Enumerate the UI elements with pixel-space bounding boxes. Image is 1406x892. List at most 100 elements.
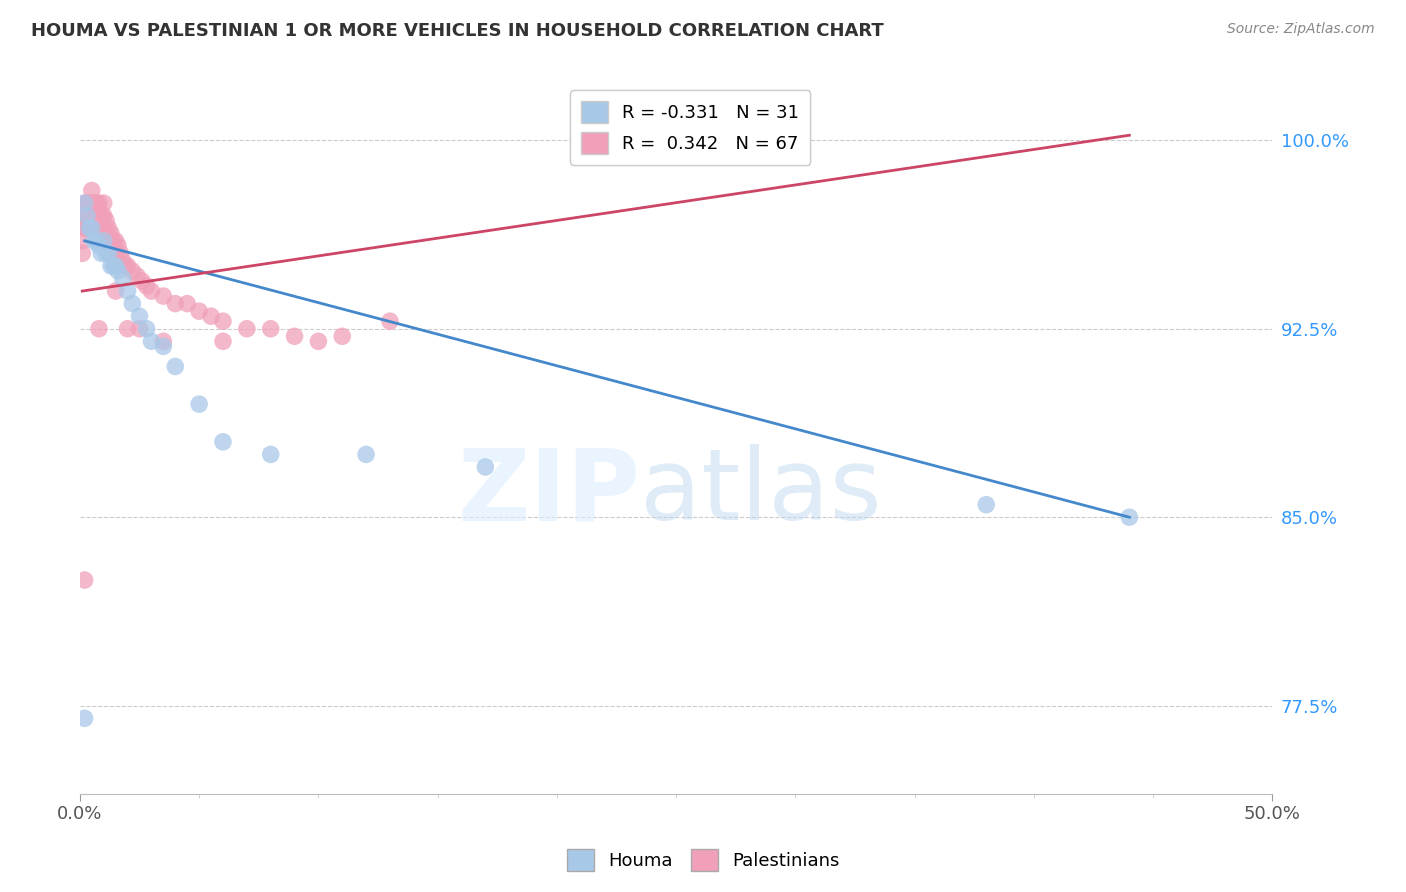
- Point: [87, 196, 110, 211]
- Point: [107, 264, 129, 278]
- Point: [94, 226, 117, 240]
- Point: [73, 573, 96, 587]
- Point: [93, 209, 115, 223]
- Point: [307, 334, 329, 349]
- Point: [86, 196, 108, 211]
- Point: [94, 213, 117, 227]
- Point: [79, 209, 101, 223]
- Point: [474, 460, 496, 475]
- Point: [141, 284, 163, 298]
- Point: [79, 196, 101, 211]
- Point: [79, 221, 101, 235]
- Point: [135, 279, 157, 293]
- Point: [72, 234, 94, 248]
- Point: [135, 322, 157, 336]
- Point: [212, 334, 235, 349]
- Point: [188, 304, 211, 318]
- Point: [90, 221, 112, 235]
- Point: [87, 239, 110, 253]
- Point: [1118, 510, 1140, 524]
- Point: [128, 309, 150, 323]
- Point: [117, 259, 139, 273]
- Point: [128, 322, 150, 336]
- Point: [974, 498, 997, 512]
- Point: [76, 209, 98, 223]
- Text: ZIP: ZIP: [457, 444, 640, 541]
- Point: [87, 322, 110, 336]
- Point: [86, 234, 108, 248]
- Point: [83, 209, 105, 223]
- Point: [212, 314, 235, 328]
- Point: [94, 246, 117, 260]
- Point: [378, 314, 401, 328]
- Point: [90, 209, 112, 223]
- Point: [121, 264, 143, 278]
- Point: [152, 334, 174, 349]
- Point: [104, 246, 127, 260]
- Point: [141, 334, 163, 349]
- Point: [127, 268, 149, 283]
- Point: [80, 221, 103, 235]
- Point: [107, 239, 129, 253]
- Text: atlas: atlas: [640, 444, 882, 541]
- Point: [111, 253, 134, 268]
- Point: [76, 221, 98, 235]
- Point: [111, 271, 134, 285]
- Point: [97, 246, 120, 260]
- Point: [121, 296, 143, 310]
- Point: [90, 246, 112, 260]
- Point: [103, 259, 125, 273]
- Text: HOUMA VS PALESTINIAN 1 OR MORE VEHICLES IN HOUSEHOLD CORRELATION CHART: HOUMA VS PALESTINIAN 1 OR MORE VEHICLES …: [31, 22, 884, 40]
- Point: [86, 221, 108, 235]
- Point: [260, 322, 283, 336]
- Point: [110, 246, 132, 260]
- Point: [330, 329, 353, 343]
- Point: [73, 711, 96, 725]
- Point: [212, 434, 235, 449]
- Point: [152, 289, 174, 303]
- Point: [83, 221, 105, 235]
- Point: [93, 221, 115, 235]
- Point: [80, 184, 103, 198]
- Point: [80, 209, 103, 223]
- Point: [73, 196, 96, 211]
- Point: [165, 296, 187, 310]
- Point: [86, 209, 108, 223]
- Point: [131, 274, 153, 288]
- Point: [354, 447, 377, 461]
- Point: [87, 221, 110, 235]
- Legend: R = -0.331   N = 31, R =  0.342   N = 67: R = -0.331 N = 31, R = 0.342 N = 67: [569, 90, 810, 165]
- Point: [80, 196, 103, 211]
- Legend: Houma, Palestinians: Houma, Palestinians: [560, 842, 846, 879]
- Point: [114, 259, 136, 273]
- Point: [87, 209, 110, 223]
- Point: [76, 196, 98, 211]
- Point: [93, 234, 115, 248]
- Point: [117, 322, 139, 336]
- Point: [200, 309, 222, 323]
- Point: [73, 196, 96, 211]
- Point: [76, 209, 98, 223]
- Point: [97, 234, 120, 248]
- Point: [283, 329, 305, 343]
- Point: [165, 359, 187, 374]
- Point: [73, 209, 96, 223]
- Point: [93, 196, 115, 211]
- Point: [152, 339, 174, 353]
- Point: [117, 284, 139, 298]
- Point: [100, 226, 122, 240]
- Point: [72, 246, 94, 260]
- Point: [83, 196, 105, 211]
- Point: [73, 221, 96, 235]
- Point: [188, 397, 211, 411]
- Point: [83, 234, 105, 248]
- Point: [260, 447, 283, 461]
- Point: [176, 296, 198, 310]
- Point: [79, 221, 101, 235]
- Point: [100, 239, 122, 253]
- Point: [104, 234, 127, 248]
- Point: [104, 259, 127, 273]
- Point: [236, 322, 259, 336]
- Point: [103, 246, 125, 260]
- Point: [100, 259, 122, 273]
